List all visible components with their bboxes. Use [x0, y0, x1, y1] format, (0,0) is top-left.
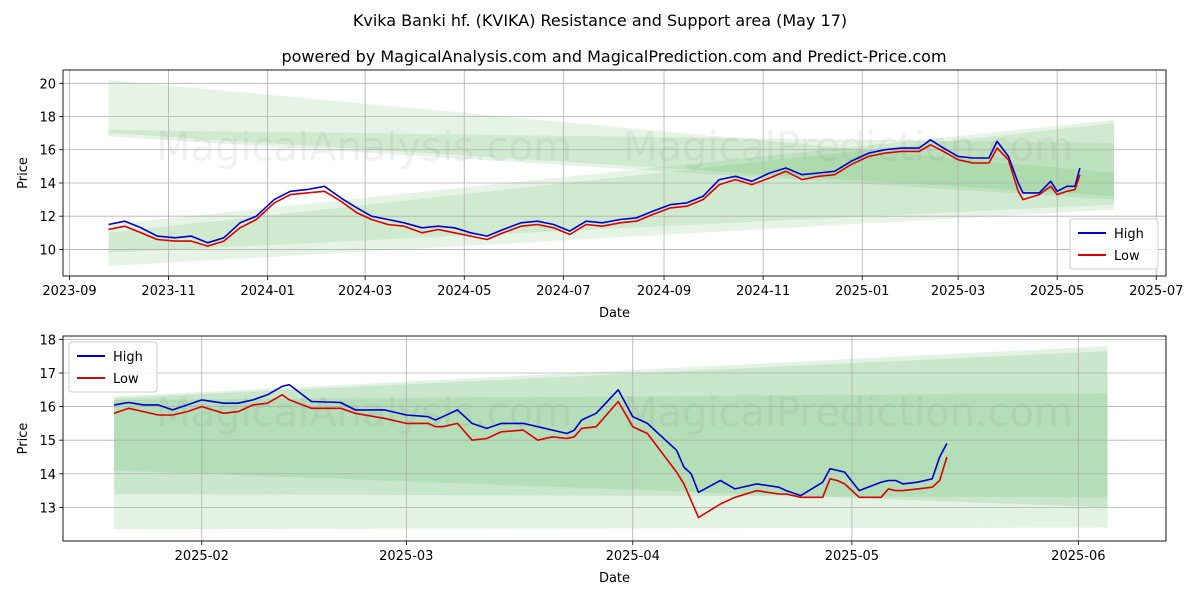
x-tick-label: 2025-01: [835, 284, 889, 299]
legend: High Low: [68, 341, 158, 393]
x-tick-label: 2023-09: [42, 284, 96, 299]
support-resistance-bands: [108, 79, 1115, 267]
y-axis-label: Price: [16, 423, 31, 455]
legend: High Low: [1069, 218, 1159, 270]
x-tick-label: 2024-01: [241, 284, 295, 299]
x-tick-label: 2025-07: [1129, 284, 1183, 299]
y-tick-label: 20: [39, 77, 56, 92]
y-tick-label: 16: [39, 144, 56, 159]
y-tick-label: 16: [39, 401, 56, 416]
plot-frame: [62, 335, 1167, 542]
y-tick-label: 18: [39, 333, 56, 348]
x-tick-label: 2025-02: [175, 549, 229, 564]
y-tick-label: 10: [39, 243, 56, 258]
series-line-high: [113, 383, 948, 497]
series-line-low: [108, 144, 1081, 247]
watermark-text: MagicalAnalysis.com MagicalPrediction.co…: [156, 390, 1073, 436]
plot-frame: [62, 69, 1167, 277]
y-tick-label: 13: [39, 501, 56, 516]
x-tick-label: 2025-05: [1030, 284, 1084, 299]
chart-title: Kvika Banki hf. (KVIKA) Resistance and S…: [353, 11, 847, 30]
legend-box: [1069, 218, 1159, 270]
grid: [63, 70, 1166, 276]
band-0: [108, 79, 1115, 197]
band-1: [114, 351, 1108, 498]
x-tick-label: 2024-09: [637, 284, 691, 299]
x-tick-label: 2024-03: [338, 284, 392, 299]
legend-label-high: High: [1114, 227, 1144, 242]
grid: [63, 336, 1166, 541]
band-0: [114, 346, 1108, 530]
y-tick-label: 15: [39, 434, 56, 449]
x-tick-label: 2024-05: [437, 284, 491, 299]
legend-box: [68, 341, 158, 393]
x-tick-label: 2023-11: [141, 284, 195, 299]
zoomed-price-chart: MagicalAnalysis.com MagicalPrediction.co…: [16, 333, 1167, 586]
y-tick-label: 14: [39, 177, 56, 192]
x-axis-label: Date: [599, 571, 630, 586]
x-tick-label: 2025-04: [606, 549, 660, 564]
y-tick-label: 17: [39, 367, 56, 382]
y-tick-label: 12: [39, 210, 56, 225]
x-tick-label: 2024-11: [736, 284, 790, 299]
band-3: [108, 129, 1115, 200]
x-tick-label: 2025-03: [931, 284, 985, 299]
legend-label-low: Low: [113, 372, 139, 387]
y-tick-label: 14: [39, 468, 56, 483]
legend-label-high: High: [113, 350, 143, 365]
x-tick-label: 2025-06: [1051, 549, 1105, 564]
x-tick-label: 2025-05: [825, 549, 879, 564]
x-axis-label: Date: [599, 306, 630, 321]
y-tick-label: 18: [39, 111, 56, 126]
x-tick-label: 2025-03: [379, 549, 433, 564]
band-2: [114, 393, 1108, 508]
legend-label-low: Low: [1114, 249, 1140, 264]
chart-subtitle: powered by MagicalAnalysis.com and Magic…: [281, 47, 946, 66]
x-tick-label: 2024-07: [536, 284, 590, 299]
series-line-low: [113, 393, 948, 519]
support-resistance-bands: [114, 346, 1108, 530]
series-line-high: [108, 139, 1081, 244]
main-price-chart: MagicalAnalysis.com MagicalPrediction.co…: [16, 69, 1183, 321]
y-axis-label: Price: [16, 157, 31, 189]
